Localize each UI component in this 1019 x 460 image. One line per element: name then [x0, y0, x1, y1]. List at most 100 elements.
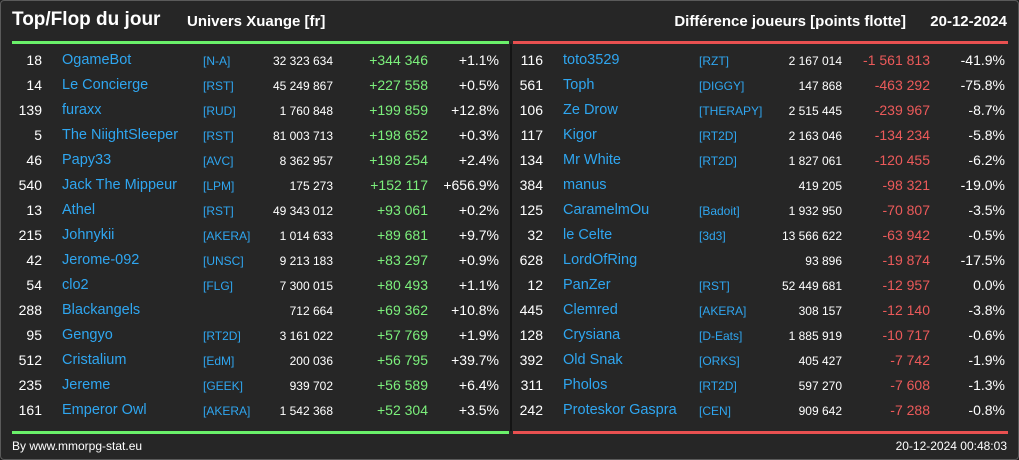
alliance-tag-link[interactable]: [Badoit]	[699, 204, 740, 218]
player-points: 597 270	[798, 379, 842, 393]
player-name-link[interactable]: OgameBot	[62, 52, 132, 68]
player-name-link[interactable]: furaxx	[62, 102, 102, 118]
alliance-tag-link[interactable]: [ORKS]	[699, 354, 740, 368]
player-name-link[interactable]: Blackangels	[62, 302, 141, 318]
alliance-tag-link[interactable]: [RUD]	[203, 104, 236, 118]
player-name-link[interactable]: Old Snak	[563, 352, 623, 368]
alliance-tag-link[interactable]: [FLG]	[203, 279, 234, 293]
alliance-tag-link[interactable]: [RT2D]	[699, 129, 737, 143]
table-row: 32 le Celte [3d3] 13 566 622 -63 942 -0.5%	[513, 223, 1008, 248]
alliance-tag-link[interactable]: [GEEK]	[203, 379, 244, 393]
player-points: 49 343 012	[272, 204, 333, 218]
points-difference: +93 061	[377, 202, 428, 218]
player-points: 13 566 622	[781, 229, 842, 243]
percent-change: +656.9%	[443, 177, 499, 193]
percent-change: -3.8%	[968, 302, 1005, 318]
player-name-link[interactable]: Kigor	[563, 127, 597, 143]
alliance-tag-link[interactable]: [CEN]	[699, 404, 732, 418]
alliance-tag-link[interactable]: [AKERA]	[699, 304, 747, 318]
alliance-tag-link[interactable]: [THERAPY]	[699, 104, 763, 118]
alliance-tag-link[interactable]: [RT2D]	[699, 379, 737, 393]
player-name-link[interactable]: Gengyo	[62, 327, 113, 343]
alliance-tag-link[interactable]: [3d3]	[699, 229, 726, 243]
player-rank: 125	[519, 202, 543, 218]
player-rank: 117	[520, 127, 543, 143]
alliance-tag-link[interactable]: [EdM]	[203, 354, 235, 368]
points-difference: +152 117	[370, 177, 428, 193]
alliance-tag-link[interactable]: [UNSC]	[203, 254, 244, 268]
player-name-link[interactable]: Clemred	[563, 302, 618, 318]
alliance-tag-link[interactable]: [DIGGY]	[699, 79, 745, 93]
player-rank: 540	[18, 177, 42, 193]
player-name-link[interactable]: manus	[563, 177, 607, 193]
percent-change: -17.5%	[960, 252, 1005, 268]
player-name-link[interactable]: clo2	[62, 277, 89, 293]
alliance-tag-link[interactable]: [RT2D]	[699, 154, 737, 168]
alliance-tag-link[interactable]: [LPM]	[203, 179, 235, 193]
player-name-link[interactable]: Proteskor Gaspra	[563, 402, 677, 418]
percent-change: -75.8%	[960, 77, 1005, 93]
alliance-tag-link[interactable]: [AVC]	[203, 154, 234, 168]
player-name-link[interactable]: Jack The Mippeur	[62, 177, 177, 193]
points-difference: +80 493	[377, 277, 428, 293]
player-name-link[interactable]: LordOfRing	[563, 252, 638, 268]
footer-timestamp: 20-12-2024 00:48:03	[895, 439, 1007, 453]
player-name-link[interactable]: Mr White	[563, 152, 621, 168]
percent-change: -0.6%	[968, 327, 1005, 343]
player-name-link[interactable]: Jereme	[62, 377, 111, 393]
player-rank: 139	[18, 102, 42, 118]
points-difference: -134 234	[874, 127, 930, 143]
alliance-tag-link[interactable]: [AKERA]	[203, 404, 251, 418]
player-points: 1 760 848	[279, 104, 333, 118]
table-row: 384 manus 419 205 -98 321 -19.0%	[513, 173, 1008, 198]
player-points: 1 932 950	[788, 204, 842, 218]
alliance-tag-link[interactable]: [RST]	[203, 129, 234, 143]
alliance-tag-link[interactable]: [RST]	[203, 204, 234, 218]
player-name-link[interactable]: Pholos	[563, 377, 608, 393]
points-difference: +199 859	[369, 102, 428, 118]
player-name-link[interactable]: PanZer	[563, 277, 611, 293]
player-name-link[interactable]: le Celte	[563, 227, 613, 243]
percent-change: -6.2%	[968, 152, 1005, 168]
percent-change: +0.3%	[458, 127, 499, 143]
alliance-tag-link[interactable]: [D-Eats]	[699, 329, 743, 343]
flop-players-list: 116 toto3529 [RZT] 2 167 014 -1 561 813 -41.9…	[513, 48, 1008, 423]
percent-change: -0.5%	[968, 227, 1005, 243]
player-rank: 13	[26, 202, 42, 218]
table-row: 134 Mr White [RT2D] 1 827 061 -120 455 -6.2%	[513, 148, 1008, 173]
player-points: 93 896	[805, 254, 842, 268]
player-name-link[interactable]: Johnykii	[62, 227, 115, 243]
flop-accent-rule	[513, 41, 1008, 44]
player-name-link[interactable]: Ze Drow	[563, 102, 618, 118]
points-difference: -98 321	[882, 177, 930, 193]
points-difference: -7 742	[890, 352, 930, 368]
player-name-link[interactable]: Crysiana	[563, 327, 621, 343]
alliance-tag-link[interactable]: [RZT]	[699, 54, 729, 68]
player-name-link[interactable]: CaramelmOu	[563, 202, 650, 218]
player-name-link[interactable]: Athel	[62, 202, 96, 218]
points-difference: -63 942	[882, 227, 930, 243]
alliance-tag-link[interactable]: [RST]	[203, 79, 234, 93]
player-name-link[interactable]: toto3529	[563, 52, 620, 68]
percent-change: +39.7%	[451, 352, 499, 368]
percent-change: -0.8%	[968, 402, 1005, 418]
player-name-link[interactable]: The NiightSleeper	[62, 127, 179, 143]
player-points: 308 157	[798, 304, 842, 318]
player-name-link[interactable]: Papy33	[62, 152, 112, 168]
player-name-link[interactable]: Emperor Owl	[62, 402, 147, 418]
player-name-link[interactable]: Cristalium	[62, 352, 127, 368]
alliance-tag-link[interactable]: [RT2D]	[203, 329, 241, 343]
player-points: 200 036	[289, 354, 333, 368]
top-players-list: 18 OgameBot [N-A] 32 323 634 +344 346 +1.1% 14…	[12, 48, 509, 423]
player-rank: 161	[18, 402, 42, 418]
player-points: 175 273	[289, 179, 333, 193]
player-name-link[interactable]: Jerome-092	[62, 252, 140, 268]
alliance-tag-link[interactable]: [N-A]	[203, 54, 231, 68]
player-name-link[interactable]: Le Concierge	[62, 77, 149, 93]
footer-credit: By www.mmorpg-stat.eu	[12, 439, 143, 453]
player-name-link[interactable]: Toph	[563, 77, 595, 93]
player-rank: 561	[519, 77, 543, 93]
alliance-tag-link[interactable]: [RST]	[699, 279, 730, 293]
alliance-tag-link[interactable]: [AKERA]	[203, 229, 251, 243]
points-difference: -70 807	[882, 202, 930, 218]
